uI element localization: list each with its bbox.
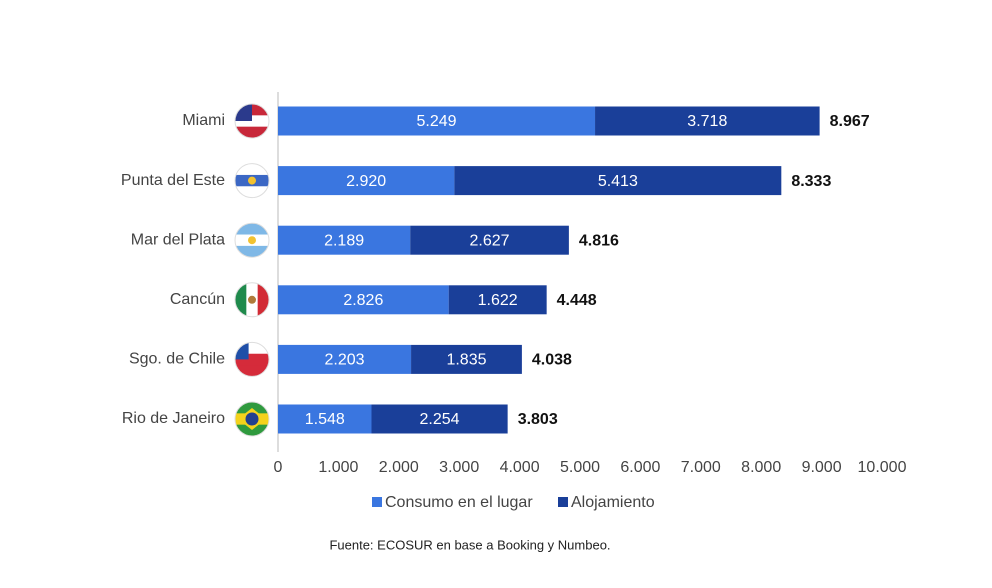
flag-stripe (235, 342, 269, 355)
legend-swatch (558, 497, 568, 507)
segment-label: 2.254 (420, 411, 460, 428)
x-tick-label: 0 (274, 459, 283, 476)
flag-stripe (235, 223, 269, 236)
segment-label: 2.920 (346, 173, 386, 190)
bar-segment (278, 225, 411, 255)
total-label: 4.448 (557, 292, 597, 309)
flag-icon (234, 222, 270, 258)
bar-segment (595, 106, 820, 136)
source-note: Fuente: ECOSUR en base a Booking y Numbe… (329, 537, 610, 552)
legend-swatch (372, 497, 382, 507)
flag-body (235, 282, 269, 317)
flag-border (234, 163, 270, 199)
x-tick-label: 9.000 (802, 459, 842, 476)
bar-segment (278, 166, 455, 196)
segment-label: 2.627 (470, 232, 510, 249)
x-tick-label: 2.000 (379, 459, 419, 476)
flag-body (235, 163, 269, 198)
flag-stripe (235, 115, 269, 128)
flag-emblem (248, 176, 256, 185)
flag-stripe (235, 126, 269, 138)
total-label: 8.333 (791, 173, 831, 190)
flag-stripe (235, 186, 269, 198)
x-tick-label: 7.000 (681, 459, 721, 476)
flag-stripe (235, 282, 247, 317)
flag-stripe (235, 353, 269, 366)
bar-segment (454, 166, 782, 196)
category-label: Rio de Janeiro (122, 410, 225, 427)
category-label: Miami (182, 112, 225, 129)
flag-stripe (235, 402, 269, 414)
category-label: Cancún (170, 291, 225, 308)
segment-label: 1.835 (446, 352, 486, 369)
total-label: 3.803 (518, 411, 558, 428)
flag-icon (234, 103, 270, 139)
bar-segment (278, 285, 449, 315)
category-label: Punta del Este (121, 172, 225, 189)
flag-stripe (257, 282, 269, 317)
segment-label: 5.249 (416, 113, 456, 130)
flag-border (234, 103, 270, 139)
category-label: Mar del Plata (131, 231, 225, 248)
bar-segment (411, 344, 522, 374)
segment-label: 1.622 (478, 292, 518, 309)
bar-segment (410, 225, 569, 255)
x-tick-label: 3.000 (439, 459, 479, 476)
x-tick-label: 4.000 (500, 459, 540, 476)
legend-label: Consumo en el lugar (385, 494, 533, 511)
bar-segment (448, 285, 547, 315)
total-label: 4.038 (532, 352, 572, 369)
flag-stripe (235, 424, 269, 436)
segment-label: 5.413 (598, 173, 638, 190)
segment-label: 2.189 (324, 232, 364, 249)
flag-emblem (248, 295, 256, 304)
total-label: 8.967 (830, 113, 870, 130)
x-tick-label: 10.000 (858, 459, 907, 476)
flag-body (235, 402, 269, 436)
flag-border (234, 222, 270, 258)
bar-segment (371, 404, 508, 434)
flag-icon (234, 163, 270, 199)
flag-globe (245, 412, 259, 426)
x-tick-label: 5.000 (560, 459, 600, 476)
flag-border (234, 282, 270, 318)
bar-segment (278, 404, 372, 434)
segment-label: 2.203 (325, 352, 365, 369)
legend-label: Alojamiento (571, 494, 655, 511)
category-label: Sgo. de Chile (129, 351, 225, 368)
flag-icon (234, 282, 270, 318)
bar-segment (278, 344, 412, 374)
x-tick-label: 1.000 (318, 459, 358, 476)
flag-emblem (248, 236, 256, 245)
segment-label: 3.718 (687, 113, 727, 130)
flag-body (235, 223, 269, 258)
segment-label: 2.826 (343, 292, 383, 309)
bar-segment (278, 106, 596, 136)
flag-icon (234, 401, 270, 437)
flag-icon (234, 341, 270, 377)
total-label: 4.816 (579, 232, 619, 249)
flag-stripe (235, 245, 269, 258)
x-tick-label: 6.000 (620, 459, 660, 476)
x-tick-label: 8.000 (741, 459, 781, 476)
segment-label: 1.548 (305, 411, 345, 428)
flag-border (234, 341, 270, 377)
flag-stripe (235, 163, 269, 176)
flag-border (234, 401, 270, 437)
flag-stripe (235, 365, 269, 377)
